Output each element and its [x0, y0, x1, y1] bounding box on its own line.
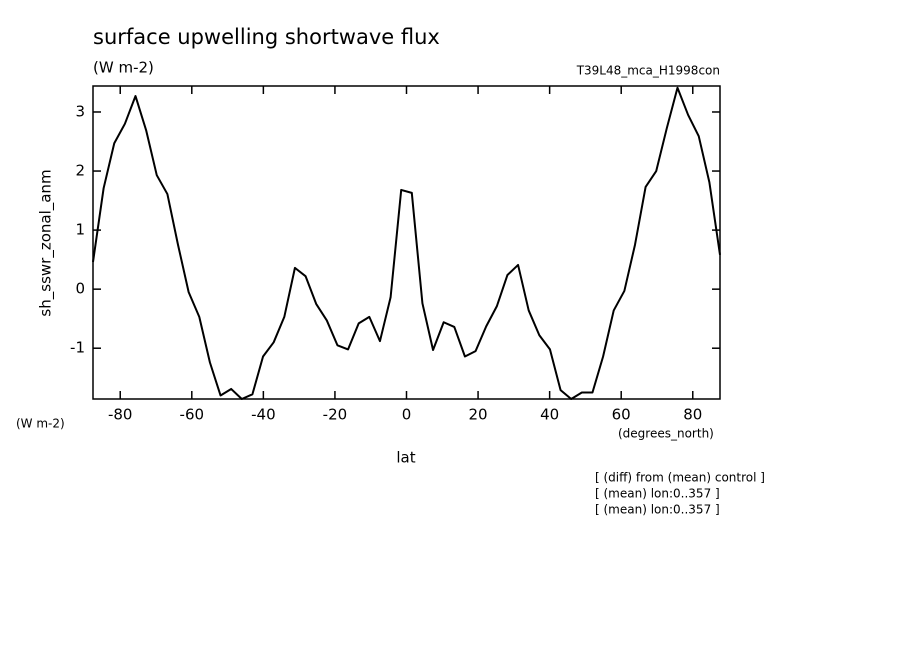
experiment: T39L48_mca_H1998con: [576, 64, 720, 78]
y-tick-label: 2: [75, 162, 85, 180]
y-tick-label: 3: [75, 102, 85, 120]
x-tick-label: -20: [323, 406, 348, 424]
y-axis-label: sh_sswr_zonal_anm: [37, 169, 56, 316]
note: [ (mean) lon:0..357 ]: [595, 503, 720, 517]
y-tick-label: 1: [75, 221, 85, 239]
x-tick-label: -80: [108, 406, 133, 424]
note: [ (mean) lon:0..357 ]: [595, 487, 720, 501]
x-tick-label: -40: [251, 406, 276, 424]
note: [ (diff) from (mean) control ]: [595, 471, 765, 485]
x-units: (degrees_north): [618, 427, 714, 441]
x-tick-label: 0: [402, 406, 412, 424]
y-tick-label: 0: [75, 280, 85, 298]
x-tick-label: 40: [540, 406, 559, 424]
x-tick-label: -60: [180, 406, 205, 424]
x-tick-label: 60: [612, 406, 631, 424]
y-tick-label: -1: [70, 339, 85, 357]
x-tick-label: 80: [683, 406, 702, 424]
y-units: (W m-2): [16, 417, 65, 431]
chart-title: surface upwelling shortwave flux: [93, 25, 440, 49]
plot-frame: [92, 85, 721, 400]
x-tick-label: 20: [469, 406, 488, 424]
data-line: [92, 86, 721, 400]
x-axis-label: lat: [396, 449, 415, 467]
subtitle: (W m-2): [93, 59, 154, 77]
